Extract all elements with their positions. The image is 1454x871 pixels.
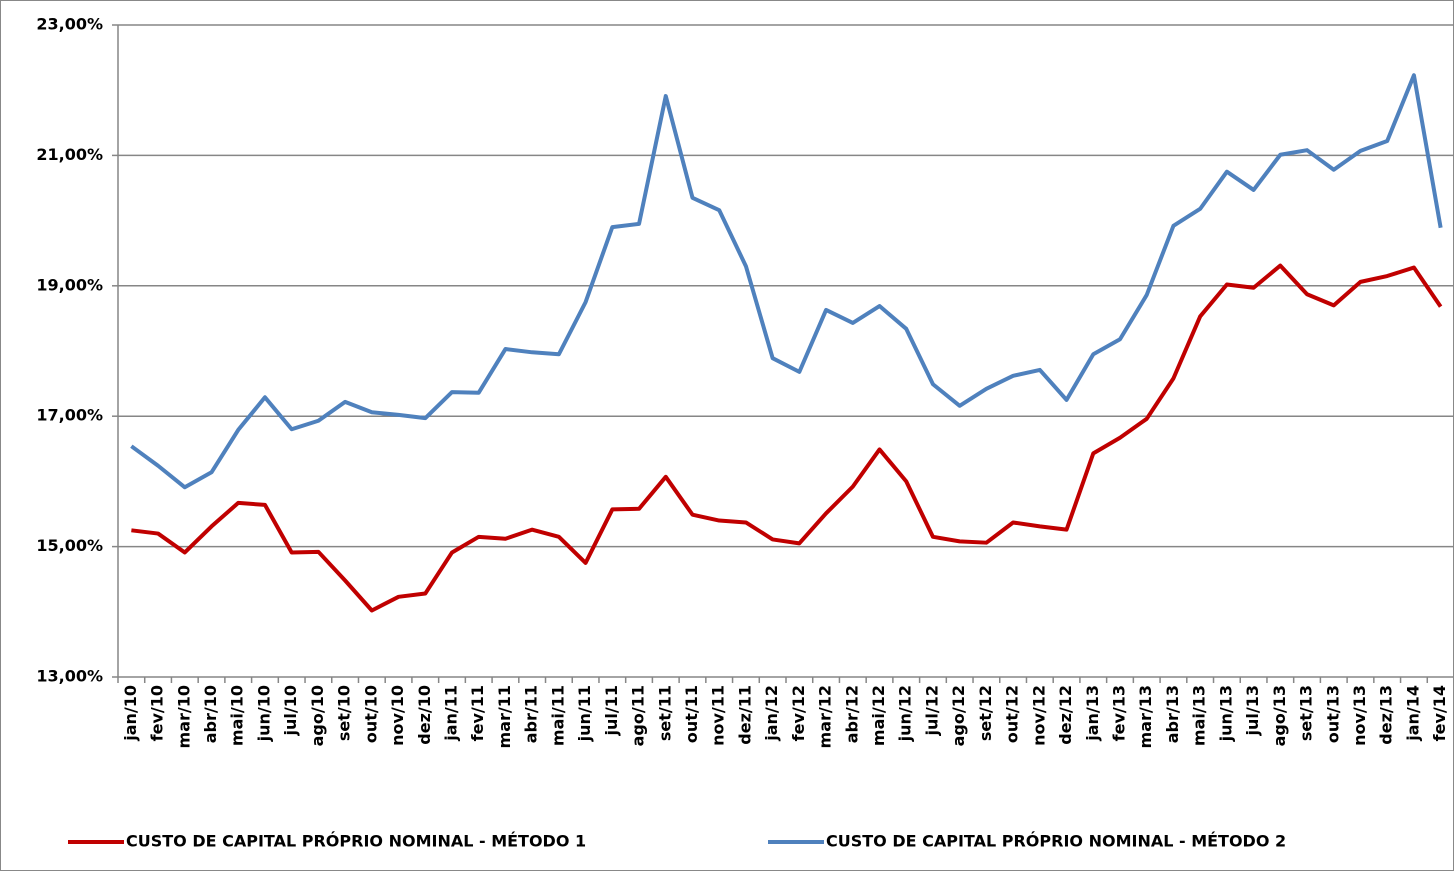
x-tick-label: jun/13 (1216, 685, 1235, 742)
x-tick-label: jan/10 (121, 685, 140, 742)
x-tick-label: mar/13 (1136, 685, 1155, 748)
x-tick-label: dez/11 (735, 685, 754, 745)
legend-label: CUSTO DE CAPITAL PRÓPRIO NOMINAL - MÉTOD… (126, 832, 586, 851)
x-tick-label: nov/10 (388, 685, 407, 746)
x-tick-label: jan/14 (1403, 685, 1422, 742)
x-tick-label: fev/12 (789, 685, 808, 741)
x-tick-label: out/11 (682, 685, 701, 743)
y-tick-label: 15,00% (36, 536, 103, 555)
x-tick-label: mai/12 (869, 685, 888, 746)
x-tick-label: nov/12 (1029, 685, 1048, 746)
x-tick-label: out/13 (1323, 685, 1342, 743)
x-tick-label: mar/12 (816, 685, 835, 748)
x-tick-label: abr/13 (1163, 685, 1182, 743)
x-tick-label: fev/13 (1110, 685, 1129, 741)
x-tick-label: jul/10 (281, 685, 300, 736)
y-tick-label: 19,00% (36, 275, 103, 294)
x-tick-label: out/12 (1003, 685, 1022, 743)
y-tick-label: 21,00% (36, 145, 103, 164)
x-tick-label: ago/12 (949, 685, 968, 746)
x-tick-label: mai/13 (1190, 685, 1209, 746)
x-tick-label: ago/10 (308, 685, 327, 746)
x-tick-label: set/12 (976, 685, 995, 741)
x-tick-label: set/13 (1297, 685, 1316, 741)
x-tick-label: jul/12 (922, 685, 941, 736)
x-tick-label: dez/13 (1377, 685, 1396, 745)
x-tick-label: mai/10 (228, 685, 247, 746)
x-tick-label: nov/13 (1350, 685, 1369, 746)
series-line (130, 73, 1443, 490)
x-tick-label: jun/10 (254, 685, 273, 742)
x-tick-label: set/10 (335, 685, 354, 741)
x-tick-label: dez/12 (1056, 685, 1075, 745)
x-tick-label: fev/14 (1430, 685, 1449, 741)
x-tick-label: ago/11 (629, 685, 648, 746)
x-tick-label: mar/11 (495, 685, 514, 748)
x-tick-label: jan/12 (762, 685, 781, 742)
x-tick-label: fev/10 (148, 685, 167, 741)
x-tick-label: dez/10 (415, 685, 434, 745)
x-tick-label: mar/10 (174, 685, 193, 748)
x-tick-label: jun/11 (575, 685, 594, 742)
series-line (131, 263, 1443, 613)
x-tick-label: jun/12 (896, 685, 915, 742)
legend-label: CUSTO DE CAPITAL PRÓPRIO NOMINAL - MÉTOD… (826, 832, 1286, 851)
x-tick-label: ago/13 (1270, 685, 1289, 746)
x-tick-label: jul/13 (1243, 685, 1262, 736)
x-tick-label: abr/12 (842, 685, 861, 743)
x-tick-label: jan/11 (442, 685, 461, 742)
y-tick-label: 23,00% (36, 15, 103, 34)
x-tick-label: jul/11 (602, 685, 621, 736)
x-tick-label: abr/11 (522, 685, 541, 743)
x-tick-label: out/10 (361, 685, 380, 743)
x-tick-label: set/11 (655, 685, 674, 741)
x-tick-label: abr/10 (201, 685, 220, 743)
x-tick-label: jan/13 (1083, 685, 1102, 742)
x-tick-label: mai/11 (548, 685, 567, 746)
x-tick-label: fev/11 (468, 685, 487, 741)
x-tick-label: nov/11 (709, 685, 728, 746)
y-tick-label: 13,00% (36, 667, 103, 686)
y-tick-label: 17,00% (36, 406, 103, 425)
